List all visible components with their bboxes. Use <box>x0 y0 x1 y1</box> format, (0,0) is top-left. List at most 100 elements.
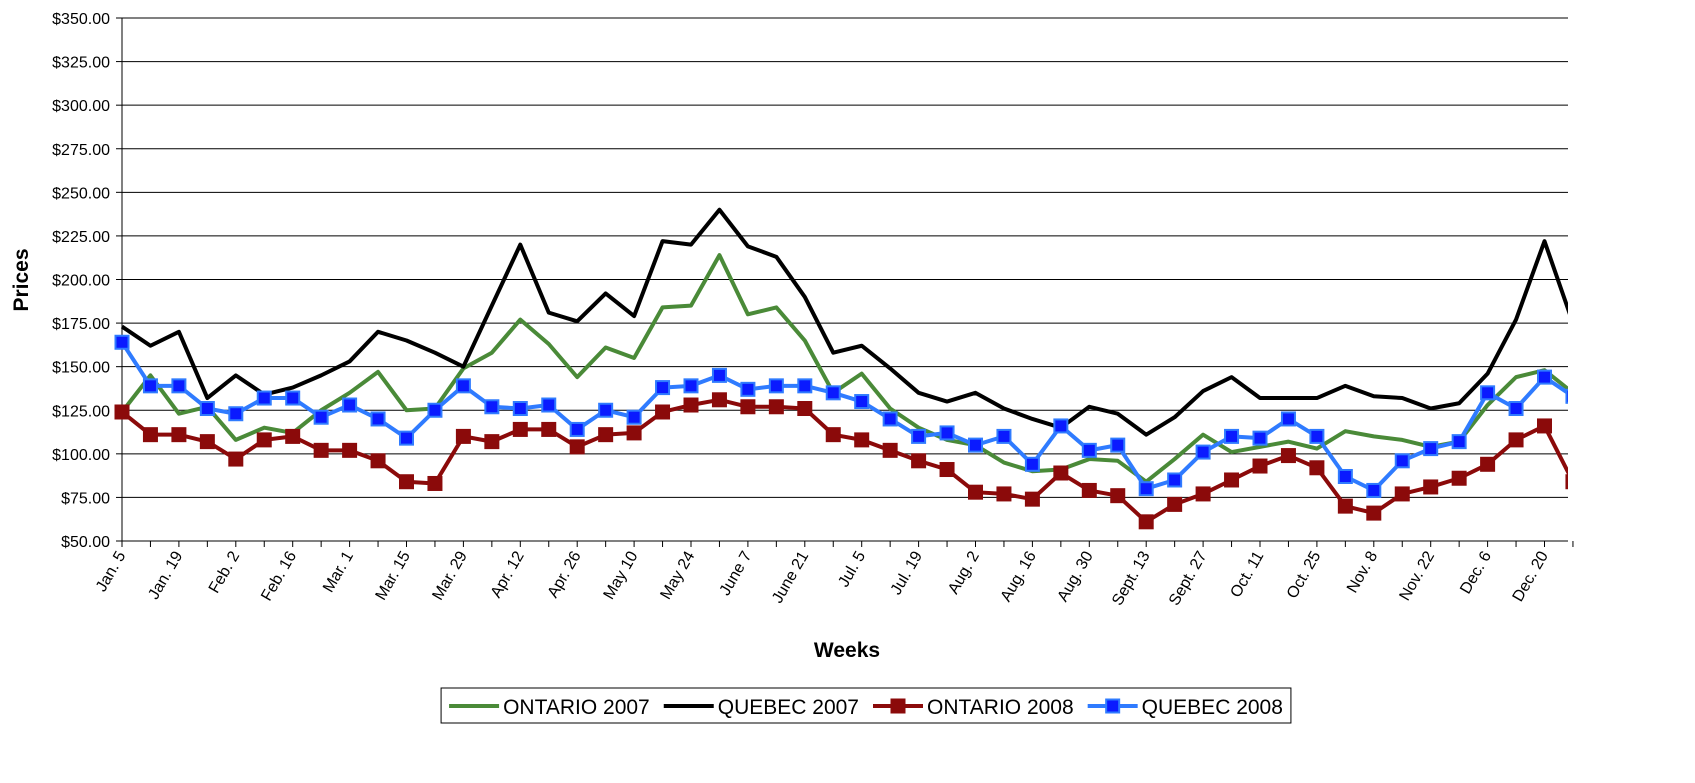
data-marker <box>455 428 471 444</box>
data-marker <box>797 401 813 417</box>
data-marker <box>768 378 784 394</box>
y-tick-label: $125.00 <box>52 403 110 420</box>
data-marker <box>142 427 158 443</box>
y-tick-label: $325.00 <box>52 55 110 72</box>
x-tick-label: Nov. 22 <box>1396 548 1438 603</box>
data-marker <box>228 406 244 422</box>
legend-label: QUEBEC 2007 <box>718 696 859 719</box>
x-axis-title: Weeks <box>814 639 880 662</box>
data-marker <box>854 432 870 448</box>
data-marker <box>1309 460 1325 476</box>
x-tick-label: Dec. 6 <box>1457 548 1495 597</box>
data-marker <box>655 380 671 396</box>
series-line <box>120 341 1568 493</box>
y-tick-label: $50.00 <box>61 534 110 551</box>
data-marker <box>598 402 614 418</box>
data-marker <box>1110 437 1126 453</box>
data-marker <box>1423 441 1439 457</box>
data-marker <box>882 442 898 458</box>
data-marker <box>598 427 614 443</box>
y-tick-label: $100.00 <box>52 447 110 464</box>
data-marker <box>484 434 500 450</box>
data-marker <box>285 428 301 444</box>
data-marker <box>1394 453 1410 469</box>
x-tick-label: Sept. 13 <box>1109 548 1154 608</box>
data-marker <box>968 484 983 500</box>
data-marker <box>797 378 813 394</box>
data-marker <box>683 378 699 394</box>
data-marker <box>1423 479 1439 495</box>
data-marker <box>1224 472 1240 488</box>
x-tick-label: Jul. 5 <box>835 548 869 590</box>
data-marker <box>256 432 272 448</box>
data-marker <box>825 385 841 401</box>
data-marker <box>1565 388 1568 404</box>
data-marker <box>1167 496 1183 512</box>
data-marker <box>1110 488 1126 504</box>
data-marker <box>711 367 727 383</box>
legend-label: ONTARIO 2007 <box>503 696 650 719</box>
data-marker <box>1195 486 1211 502</box>
series-line <box>120 397 1568 524</box>
data-marker <box>1252 458 1268 474</box>
data-marker <box>1337 498 1353 514</box>
data-marker <box>1537 418 1552 434</box>
data-marker <box>854 394 870 410</box>
data-marker <box>1195 444 1211 460</box>
data-marker <box>171 427 187 443</box>
y-tick-label: $150.00 <box>52 360 110 377</box>
data-marker <box>399 474 414 490</box>
x-tick-label: Aug. 30 <box>1054 548 1096 604</box>
data-marker <box>968 437 983 453</box>
legend-item: QUEBEC 2007 <box>663 696 859 719</box>
data-marker <box>1565 474 1568 490</box>
data-marker <box>1508 401 1524 417</box>
x-tick-label: Sept. 27 <box>1166 548 1211 608</box>
y-tick-label: $225.00 <box>52 229 110 246</box>
data-marker <box>1366 505 1382 521</box>
legend-label: ONTARIO 2008 <box>927 696 1074 719</box>
data-marker <box>228 451 244 467</box>
legend-item: QUEBEC 2008 <box>1087 696 1283 719</box>
x-tick-label: Jan. 5 <box>93 548 130 594</box>
x-tick-label: Mar. 1 <box>320 548 357 595</box>
x-tick-label: May 10 <box>601 548 642 602</box>
data-marker <box>740 399 756 415</box>
data-marker <box>1138 481 1154 497</box>
data-marker <box>1280 411 1296 427</box>
grid <box>122 17 1568 542</box>
data-marker <box>142 378 158 394</box>
data-marker <box>711 392 727 408</box>
data-marker <box>1309 428 1325 444</box>
x-tick-label: Feb. 2 <box>206 548 243 596</box>
data-marker <box>1537 369 1552 385</box>
data-marker <box>825 427 841 443</box>
data-marker <box>655 404 671 420</box>
data-marker <box>313 409 329 425</box>
data-marker <box>1224 428 1240 444</box>
data-marker <box>911 453 927 469</box>
legend-item: ONTARIO 2008 <box>873 696 1074 719</box>
data-marker <box>1508 432 1524 448</box>
data-marker <box>911 428 927 444</box>
data-marker <box>882 411 898 427</box>
data-marker <box>626 425 642 441</box>
x-tick-label: Jan. 19 <box>145 548 186 602</box>
data-marker <box>114 404 130 420</box>
x-tick-label: Oct. 25 <box>1284 548 1325 601</box>
data-marker <box>427 402 443 418</box>
data-marker <box>1366 482 1382 498</box>
x-tick-label: Aug. 16 <box>998 548 1040 604</box>
data-marker <box>256 390 272 406</box>
legend-marker <box>890 698 906 714</box>
series-line <box>120 207 1568 437</box>
data-marker <box>455 378 471 394</box>
data-marker <box>768 399 784 415</box>
data-marker <box>399 430 414 446</box>
legend-item: ONTARIO 2007 <box>449 696 650 719</box>
x-tick-label: May 24 <box>658 548 699 602</box>
y-tick-label: $75.00 <box>61 490 110 507</box>
data-marker <box>1053 418 1069 434</box>
data-marker <box>285 390 301 406</box>
